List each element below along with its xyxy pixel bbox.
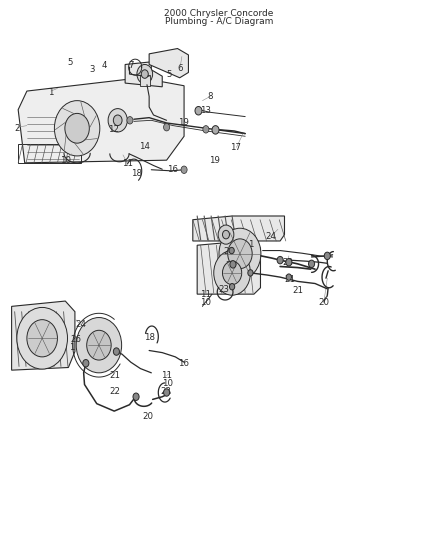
- Text: 11: 11: [161, 371, 172, 380]
- Circle shape: [228, 239, 252, 269]
- Text: 5: 5: [166, 70, 172, 78]
- Text: 26: 26: [226, 261, 237, 270]
- Text: 19: 19: [178, 118, 189, 127]
- Text: 24: 24: [265, 232, 276, 241]
- Text: 24: 24: [75, 320, 86, 329]
- Polygon shape: [125, 62, 162, 87]
- Circle shape: [65, 114, 89, 143]
- Circle shape: [214, 251, 251, 295]
- Text: 2000 Chrysler Concorde: 2000 Chrysler Concorde: [164, 10, 274, 19]
- Circle shape: [163, 389, 170, 396]
- Text: 16: 16: [167, 165, 178, 174]
- Text: 5: 5: [68, 59, 73, 67]
- Circle shape: [76, 318, 122, 373]
- Polygon shape: [193, 216, 285, 241]
- Text: 21: 21: [292, 286, 303, 295]
- Circle shape: [229, 247, 234, 254]
- Circle shape: [324, 252, 330, 260]
- Circle shape: [286, 259, 292, 266]
- Circle shape: [308, 260, 314, 268]
- Text: 10: 10: [60, 156, 71, 165]
- Text: 16: 16: [178, 359, 189, 368]
- Circle shape: [230, 284, 235, 290]
- Text: 22: 22: [110, 387, 120, 396]
- Circle shape: [27, 320, 57, 357]
- Polygon shape: [197, 241, 261, 294]
- Circle shape: [181, 166, 187, 173]
- Text: 20: 20: [143, 412, 154, 421]
- Circle shape: [141, 70, 148, 78]
- Text: 26: 26: [223, 247, 234, 256]
- Circle shape: [277, 256, 283, 264]
- Circle shape: [286, 274, 291, 280]
- Circle shape: [230, 261, 236, 268]
- Circle shape: [212, 126, 219, 134]
- Polygon shape: [12, 301, 75, 370]
- Text: 23: 23: [160, 387, 171, 396]
- Text: 12: 12: [108, 125, 119, 134]
- Circle shape: [195, 107, 202, 115]
- Text: 3: 3: [90, 66, 95, 74]
- Polygon shape: [18, 78, 184, 163]
- Text: 14: 14: [139, 142, 150, 151]
- Text: 23: 23: [218, 285, 229, 294]
- Text: 18: 18: [131, 169, 142, 178]
- Circle shape: [203, 126, 209, 133]
- Circle shape: [17, 308, 67, 369]
- Circle shape: [223, 261, 242, 285]
- Circle shape: [113, 115, 122, 126]
- Circle shape: [219, 228, 261, 279]
- Circle shape: [248, 270, 253, 276]
- Circle shape: [218, 225, 234, 244]
- Circle shape: [83, 360, 89, 367]
- Text: Plumbing - A/C Diagram: Plumbing - A/C Diagram: [165, 18, 273, 27]
- Text: 21: 21: [110, 371, 120, 380]
- Text: 1: 1: [48, 87, 53, 96]
- Text: 18: 18: [144, 333, 155, 342]
- Text: 22: 22: [283, 258, 293, 266]
- Circle shape: [133, 393, 139, 400]
- Circle shape: [137, 64, 152, 84]
- Text: 6: 6: [177, 64, 183, 73]
- Text: 11: 11: [122, 159, 133, 168]
- Text: 7: 7: [128, 61, 134, 70]
- Circle shape: [127, 117, 133, 124]
- Text: 1: 1: [247, 240, 253, 249]
- Text: 10: 10: [200, 298, 211, 307]
- Text: 17: 17: [230, 143, 241, 152]
- Text: 2: 2: [14, 124, 20, 133]
- Text: 4: 4: [102, 61, 107, 70]
- Text: 8: 8: [208, 92, 213, 101]
- Text: 1: 1: [69, 343, 74, 352]
- Bar: [140, 75, 150, 86]
- Circle shape: [113, 348, 120, 356]
- Text: 21: 21: [284, 274, 295, 284]
- Text: 11: 11: [201, 289, 212, 298]
- Circle shape: [163, 124, 170, 131]
- Circle shape: [108, 109, 127, 132]
- Text: 26: 26: [70, 335, 81, 344]
- Circle shape: [54, 101, 100, 156]
- Text: 13: 13: [200, 106, 211, 115]
- Text: 20: 20: [318, 298, 329, 307]
- Circle shape: [223, 230, 230, 239]
- Text: 10: 10: [162, 379, 173, 388]
- Circle shape: [87, 330, 111, 360]
- Polygon shape: [149, 49, 188, 78]
- Text: 19: 19: [209, 156, 220, 165]
